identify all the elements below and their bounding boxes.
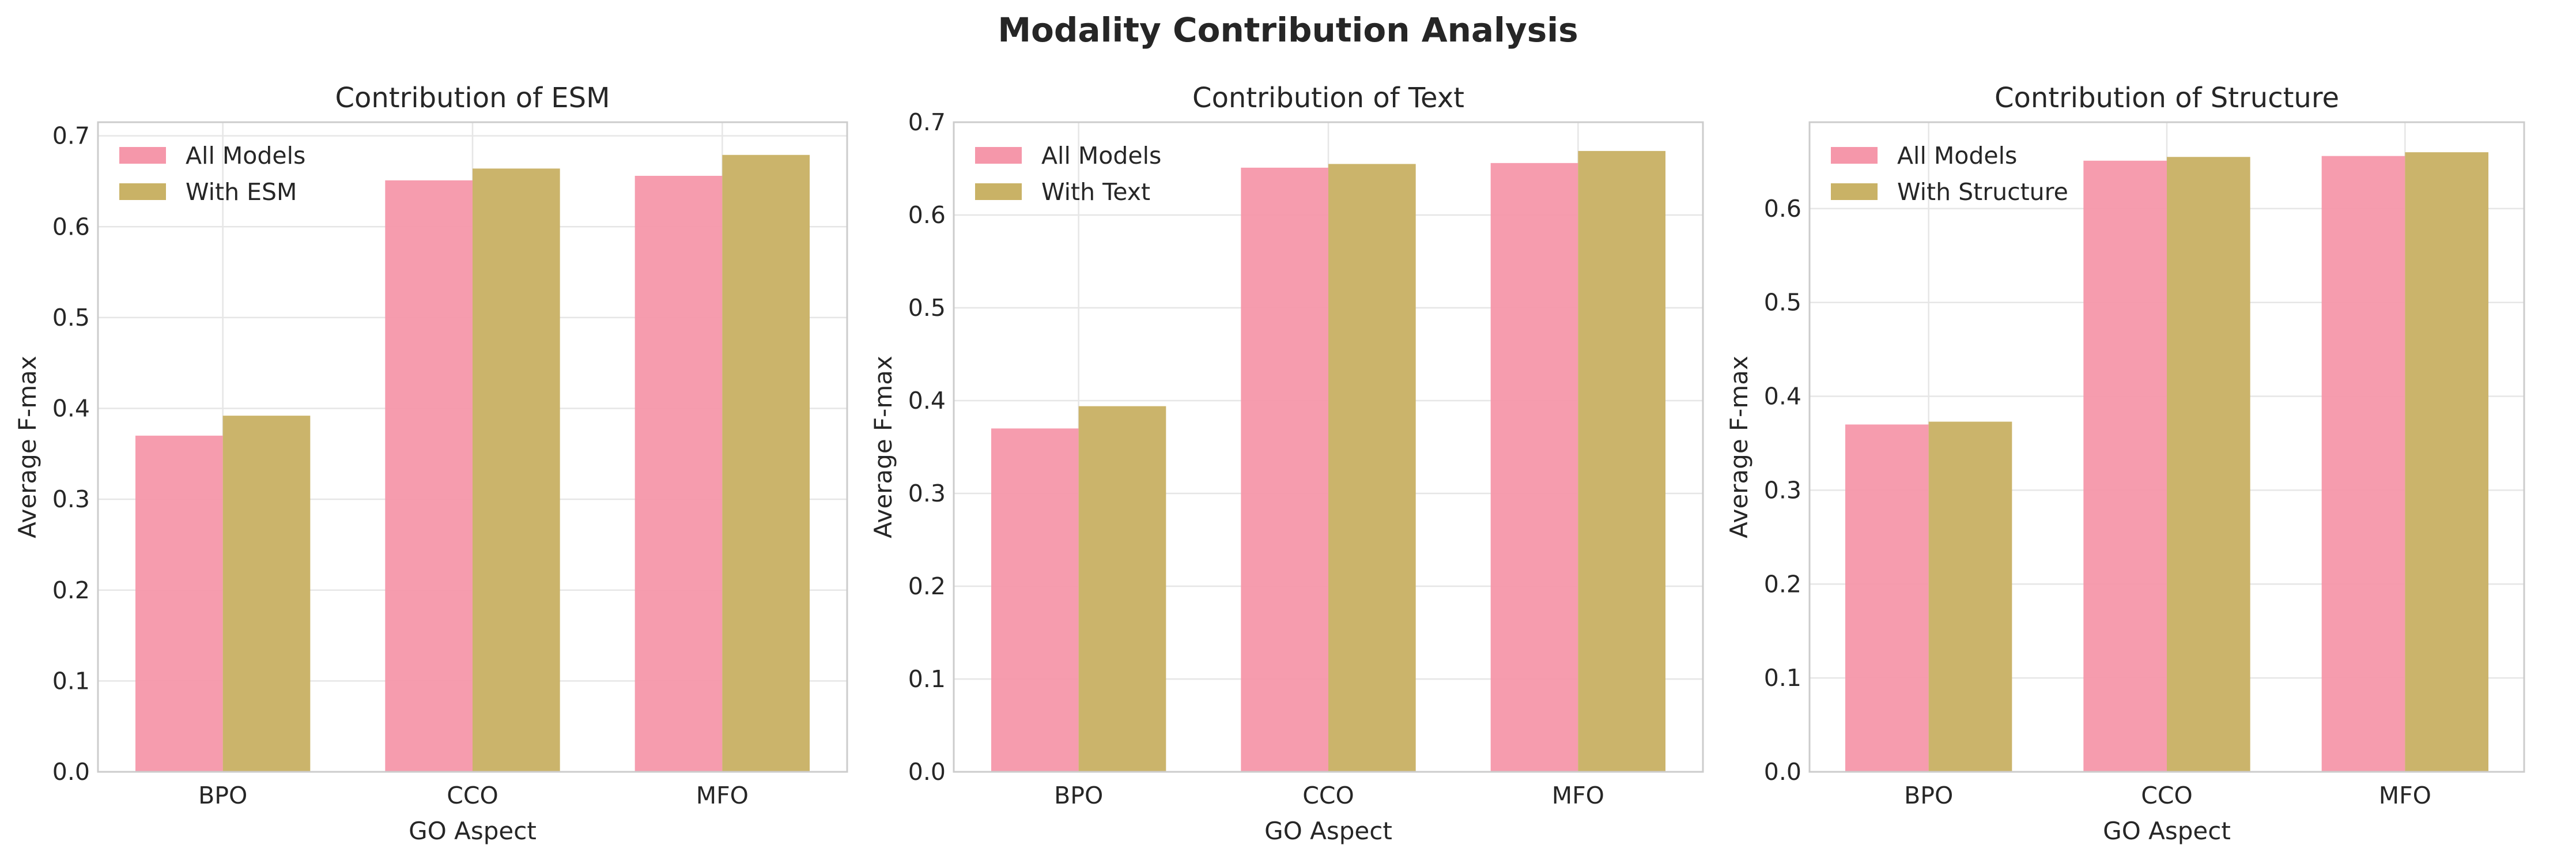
y-tick-label: 0.3 xyxy=(1764,476,1801,504)
bar-cco-series-1 xyxy=(2083,160,2167,772)
legend-swatch xyxy=(975,147,1022,164)
x-tick-label: CCO xyxy=(2141,782,2193,809)
x-tick-label: BPO xyxy=(1054,782,1103,809)
x-axis-label: GO Aspect xyxy=(2103,817,2231,845)
x-tick-label: BPO xyxy=(198,782,247,809)
figure-title: Modality Contribution Analysis xyxy=(998,10,1578,50)
chart-panel-3: 0.0 0.1 0.2 0.3 0.4 0.5 0.6 BPO CCO MFO Contributi… xyxy=(1725,82,2525,845)
bar-bpo-series-2 xyxy=(222,416,311,772)
legend-label: With Text xyxy=(1041,178,1150,206)
x-tick-label: BPO xyxy=(1904,782,1953,809)
x-tick-label: MFO xyxy=(2379,782,2431,809)
y-tick-label: 0.1 xyxy=(1764,664,1801,692)
plot-frame xyxy=(953,121,1704,773)
y-tick-label: 0.0 xyxy=(908,758,946,786)
y-tick-label: 0.1 xyxy=(908,665,946,693)
bar-mfo-series-2 xyxy=(1578,150,1665,772)
bar-cco-series-2 xyxy=(473,168,560,772)
y-tick-label: 0.7 xyxy=(52,122,90,150)
panel-title: Contribution of Text xyxy=(1192,82,1464,114)
y-axis-label: Average F-max xyxy=(13,356,41,538)
x-tick-label: CCO xyxy=(1302,782,1354,809)
y-tick-label: 0.0 xyxy=(1764,758,1801,786)
bar-bpo-series-1 xyxy=(1845,424,1929,772)
bar-mfo-series-1 xyxy=(1490,163,1578,772)
legend-swatch xyxy=(119,183,166,200)
y-tick-label: 0.1 xyxy=(52,667,90,695)
y-tick-label: 0.6 xyxy=(908,201,946,229)
legend-label: All Models xyxy=(1897,142,2017,169)
y-tick-label: 0.3 xyxy=(52,485,90,513)
y-tick-label: 0.5 xyxy=(52,304,90,331)
legend-label: All Models xyxy=(186,142,305,169)
bar-cco-series-2 xyxy=(2167,157,2250,772)
y-tick-label: 0.2 xyxy=(908,572,946,600)
plot-frame xyxy=(1808,121,2525,773)
bar-mfo-series-1 xyxy=(2321,156,2405,772)
x-axis-label: GO Aspect xyxy=(1264,817,1392,845)
chart-panel-2: 0.0 0.1 0.2 0.3 0.4 0.5 0.6 0.7 BPO CCO MFO Contrib… xyxy=(869,82,1704,845)
y-axis-label: Average F-max xyxy=(869,356,897,538)
y-tick-label: 0.4 xyxy=(52,395,90,423)
x-axis-label: GO Aspect xyxy=(409,817,537,845)
legend: All Models With ESM xyxy=(119,142,305,206)
x-tick-label: CCO xyxy=(447,782,498,809)
y-tick-label: 0.5 xyxy=(908,294,946,322)
bar-cco-series-1 xyxy=(1241,167,1328,772)
y-tick-label: 0.2 xyxy=(52,576,90,604)
y-tick-label: 0.7 xyxy=(908,108,946,136)
legend: All Models With Text xyxy=(975,142,1161,206)
bar-mfo-series-2 xyxy=(722,154,810,772)
bar-mfo-series-2 xyxy=(2405,152,2488,772)
bar-cco-series-2 xyxy=(1328,164,1416,772)
y-axis-label: Average F-max xyxy=(1725,356,1753,538)
y-tick-label: 0.5 xyxy=(1764,289,1801,316)
y-tick-label: 0.3 xyxy=(908,480,946,507)
x-tick-label: MFO xyxy=(696,782,749,809)
panel-title: Contribution of Structure xyxy=(1995,82,2339,114)
legend: All Models With Structure xyxy=(1831,142,2068,206)
x-tick-label: MFO xyxy=(1552,782,1604,809)
bar-bpo-series-2 xyxy=(1928,421,2012,772)
bar-bpo-series-1 xyxy=(135,435,223,772)
y-tick-label: 0.6 xyxy=(52,213,90,240)
bar-bpo-series-2 xyxy=(1078,406,1166,772)
y-tick-label: 0.6 xyxy=(1764,195,1801,223)
legend-swatch xyxy=(1831,147,1878,164)
panel-title: Contribution of ESM xyxy=(335,82,610,114)
bar-cco-series-1 xyxy=(385,180,473,772)
y-tick-label: 0.4 xyxy=(1764,383,1801,410)
y-tick-label: 0.2 xyxy=(1764,570,1801,598)
y-tick-label: 0.4 xyxy=(908,387,946,414)
legend-swatch xyxy=(1831,183,1878,200)
y-tick-label: 0.0 xyxy=(52,758,90,786)
legend-label: With Structure xyxy=(1897,178,2068,206)
legend-label: With ESM xyxy=(186,178,297,206)
plot-frame xyxy=(97,121,848,773)
legend-swatch xyxy=(975,183,1022,200)
chart-panel-1: 0.0 0.1 0.2 0.3 0.4 0.5 0.6 0.7 BPO CCO MFO Contrib… xyxy=(13,82,848,845)
bar-mfo-series-1 xyxy=(634,175,723,772)
legend-label: All Models xyxy=(1041,142,1161,169)
bar-bpo-series-1 xyxy=(991,428,1079,772)
legend-swatch xyxy=(119,147,166,164)
